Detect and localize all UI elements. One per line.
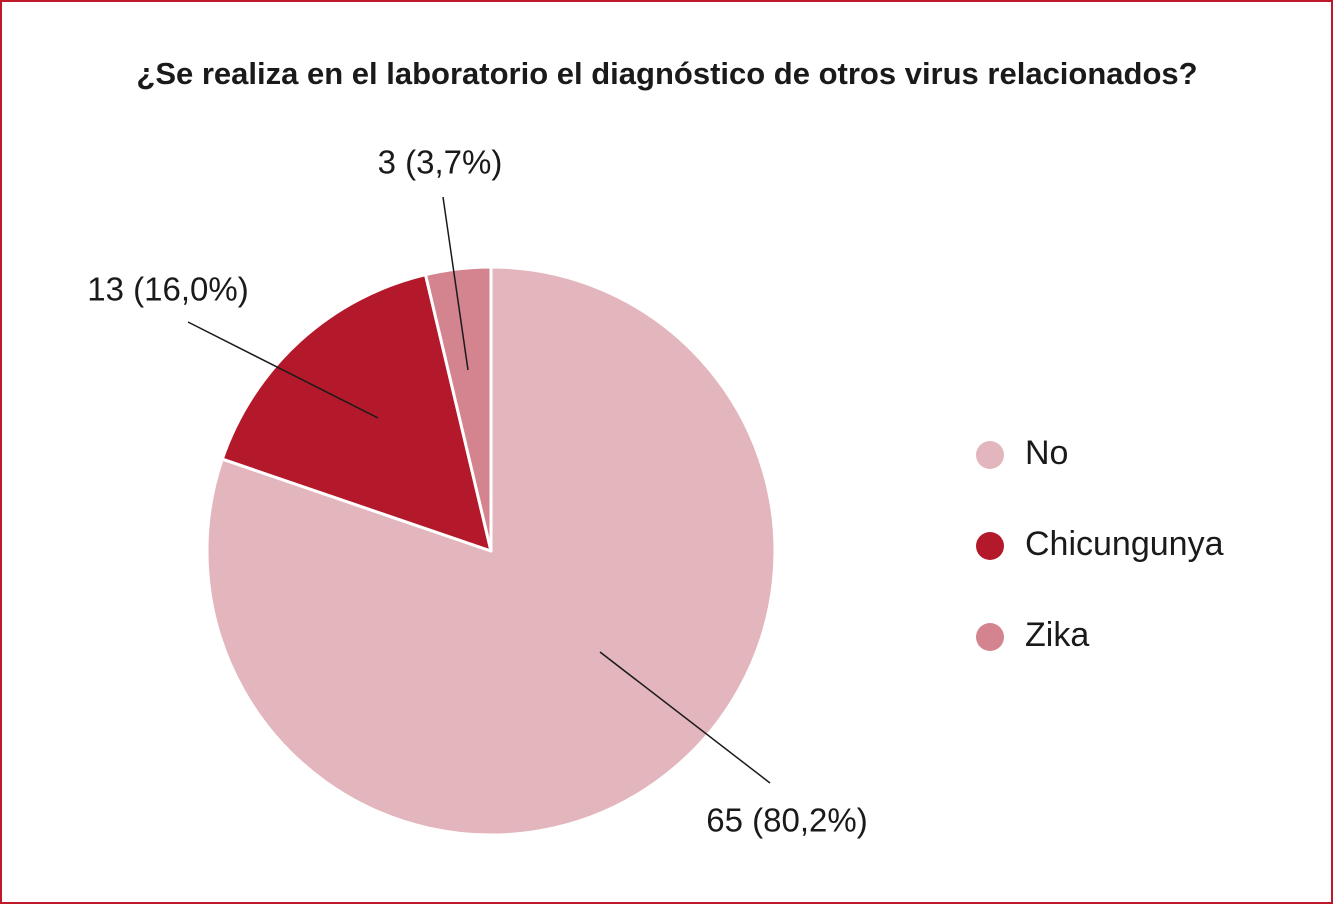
value-label: 3 (3,7%)	[378, 144, 503, 181]
pie-slice	[220, 273, 493, 553]
leader-line	[442, 196, 469, 371]
legend-marker	[976, 532, 1004, 560]
chart-title: ¿Se realiza en el laboratorio el diagnós…	[136, 56, 1197, 91]
legend-marker	[976, 623, 1004, 651]
pie-slice	[424, 265, 493, 553]
legend-label: No	[1025, 434, 1068, 472]
leader-line	[187, 321, 379, 419]
legend-label: Zika	[1025, 616, 1089, 654]
value-label: 65 (80,2%)	[706, 802, 867, 839]
legend-marker	[976, 441, 1004, 469]
legend-label: Chicungunya	[1025, 525, 1224, 563]
value-label: 13 (16,0%)	[87, 271, 248, 308]
leader-line	[599, 651, 771, 784]
